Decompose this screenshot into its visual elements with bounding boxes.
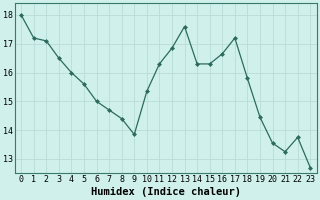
X-axis label: Humidex (Indice chaleur): Humidex (Indice chaleur): [91, 186, 241, 197]
